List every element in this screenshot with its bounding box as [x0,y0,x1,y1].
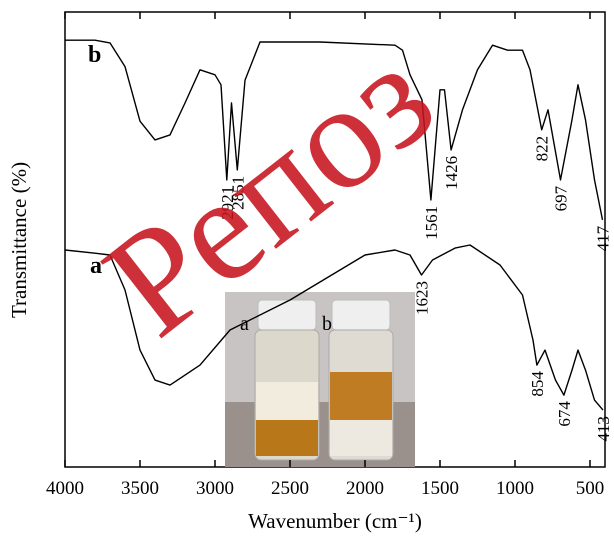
peak-label: 1623 [413,281,432,315]
vial-layer [256,382,318,420]
series-label: b [88,42,101,68]
x-tick-label: 2000 [346,478,384,499]
chart: Wavenumber (cm⁻¹) Transmittance (%) a b … [0,0,614,538]
y-axis-label: Transmittance (%) [7,162,31,318]
peak-label: 822 [533,136,552,162]
x-tick-label: 3500 [121,478,159,499]
peak-label: 1426 [442,156,461,190]
vial-layer [330,372,392,420]
peak-label: 854 [528,371,547,397]
x-tick-label: 2500 [271,478,309,499]
vial-layer [330,420,392,456]
peak-label: 697 [551,185,570,211]
vial-cap [332,300,390,330]
vial-layer [256,420,318,456]
x-tick-label: 1500 [421,478,459,499]
x-tick-label: 1000 [496,478,534,499]
peak-label: 413 [594,416,613,442]
peak-label: 417 [593,225,612,251]
peak-label: 1561 [422,206,441,240]
x-tick-label: 4000 [46,478,84,499]
inset-label: b [322,313,332,335]
x-axis-label: Wavenumber (cm⁻¹) [248,509,422,533]
x-tick-label: 3000 [196,478,234,499]
x-tick-label: 500 [576,478,605,499]
peak-label: 674 [555,401,574,427]
vial-cap [258,300,316,330]
